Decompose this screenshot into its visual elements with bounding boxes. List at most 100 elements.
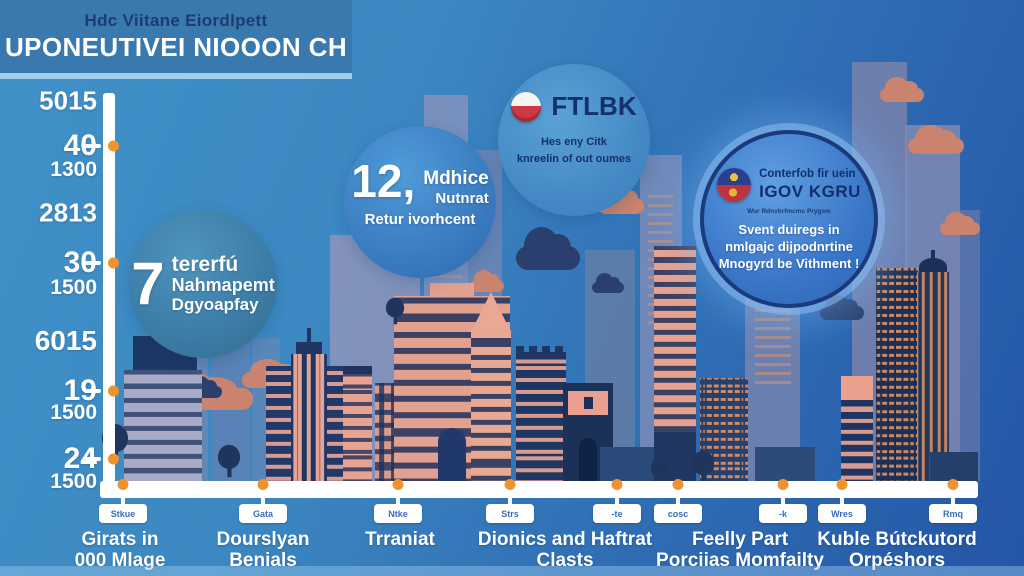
stat-text-line: Mdhice [423, 168, 489, 189]
x-axis-category-label: Dourslyan Benials [143, 529, 383, 571]
x-axis-tick-stem [508, 497, 512, 506]
x-axis-tick-badge: cosc [654, 504, 702, 523]
stat-text-line: Dgyoapfay [171, 294, 259, 314]
y-axis-label: 1300 [50, 158, 97, 181]
stat-circle-7: 7 tererfú Nahmapemt Dgyoapfay [129, 210, 277, 358]
y-axis-tick-dash [84, 144, 101, 148]
x-axis-tick-dot [777, 479, 789, 490]
header-strip [0, 73, 352, 79]
stat-text-line: Wur Rdnvbrfmcmc Prygsm [747, 208, 831, 216]
stat-text-line: Svent duiregs in [738, 222, 840, 238]
header-subtitle: Hdc Viitane Eiordlpett [84, 10, 268, 30]
tree [691, 450, 715, 484]
y-axis-tick-dot [108, 257, 119, 269]
y-axis-label: 5015 [39, 85, 97, 116]
stat-text-line: Mnogyrd be Vithment ! [718, 255, 860, 271]
cloud [940, 211, 980, 235]
building [931, 250, 935, 262]
x-axis-tick-badge: Ntke [374, 504, 422, 523]
tree [385, 297, 405, 325]
stat-text-line: Retur ivorhcent [364, 211, 476, 229]
bottom-band [0, 566, 1024, 576]
building [841, 400, 873, 481]
cloud [516, 226, 580, 270]
x-axis-label-line: Girats in [81, 529, 159, 550]
x-axis-label-line: Orpéshors [848, 550, 946, 571]
building [600, 447, 655, 481]
x-axis-tick-badge: -k [759, 504, 807, 523]
building [579, 438, 597, 481]
x-axis-line [100, 481, 978, 498]
y-axis-line [103, 93, 115, 483]
y-axis-label: 1500 [50, 401, 97, 424]
building [917, 272, 949, 481]
stat-number: 12, [351, 155, 416, 207]
stat-circle-ftlbk: FTLBK Hes eny Citk knreelin of out oumes [498, 64, 650, 216]
x-axis-tick-stem [261, 497, 265, 506]
stat-text-line: Hes eny Citk [540, 136, 608, 148]
x-axis-label-line: 000 Mlage [74, 550, 166, 571]
x-axis-tick-badge: Gata [239, 504, 287, 523]
building [343, 372, 372, 481]
building [343, 366, 372, 374]
building [291, 354, 327, 481]
stat-number: 7 [131, 250, 165, 317]
x-axis-label-line: Dionics and Haftrat [477, 529, 653, 550]
cloud [880, 76, 924, 102]
building [471, 330, 511, 481]
stat-text-line: nmlgajc dijpodnrtine [725, 239, 853, 255]
building [516, 346, 566, 354]
x-axis-tick-dot [117, 479, 129, 490]
building [471, 292, 511, 332]
y-axis-label: 2813 [39, 197, 97, 228]
stat-text-line: tererfú [171, 252, 239, 276]
building [755, 447, 815, 481]
stat-title: FTLBK [551, 91, 637, 121]
x-axis-label-line: Clasts [536, 550, 594, 571]
building [516, 352, 566, 481]
building [930, 452, 978, 481]
tree [217, 444, 241, 478]
y-axis-label: 1500 [50, 470, 97, 493]
y-axis-tick-dash [84, 389, 101, 393]
y-axis-tick-dot [108, 453, 119, 465]
x-axis-tick-stem [951, 497, 955, 506]
stat-text-line: Conterfob fir uein [759, 168, 856, 180]
page-title: UPONEUTIVEI NIOOON CH [4, 31, 348, 62]
blue-red-flag-icon [717, 168, 752, 203]
building [430, 283, 474, 299]
x-axis-tick-dot [672, 479, 684, 490]
x-axis-label-line: Feelly Part [691, 529, 789, 550]
x-axis-tick-dot [257, 479, 269, 490]
x-axis-tick-stem [396, 497, 400, 506]
y-axis-tick-dot [108, 385, 119, 397]
x-axis-tick-badge: Stkue [99, 504, 147, 523]
x-axis-tick-dot [836, 479, 848, 490]
x-axis-tick-badge: Rmq [929, 504, 977, 523]
x-axis-tick-dot [611, 479, 623, 490]
stat-text-line: knreelin of out oumes [516, 152, 632, 165]
stat-title: IGOV KGRU [759, 181, 861, 201]
x-axis-tick-badge: Strs [486, 504, 534, 523]
building [955, 210, 980, 481]
cloud [470, 270, 504, 292]
y-axis-tick-dash [84, 457, 101, 461]
x-axis-tick-dot [392, 479, 404, 490]
stat-text-line: Nutnrat [435, 189, 489, 207]
cloud [908, 125, 964, 154]
cloud [592, 273, 624, 293]
x-axis-category-label: Trraniat [280, 529, 520, 550]
building [584, 397, 593, 409]
white-red-flag-icon [511, 91, 542, 122]
header-banner: Hdc Viitane Eiordlpett UPONEUTIVEI NIOOO… [0, 0, 352, 73]
building [438, 428, 466, 481]
tree [650, 457, 670, 485]
building [124, 370, 202, 481]
x-axis-label-line: Kuble Bútckutord [817, 529, 977, 550]
y-axis-label: 6015 [34, 325, 97, 356]
stat-circle-igov: Conterfob fir uein IGOV KGRU Wur Rdnvbrf… [700, 130, 878, 308]
y-axis-tick-dash [84, 261, 101, 265]
x-axis-tick-stem [121, 497, 125, 506]
stat-text-line: Nahmapemt [171, 275, 275, 296]
